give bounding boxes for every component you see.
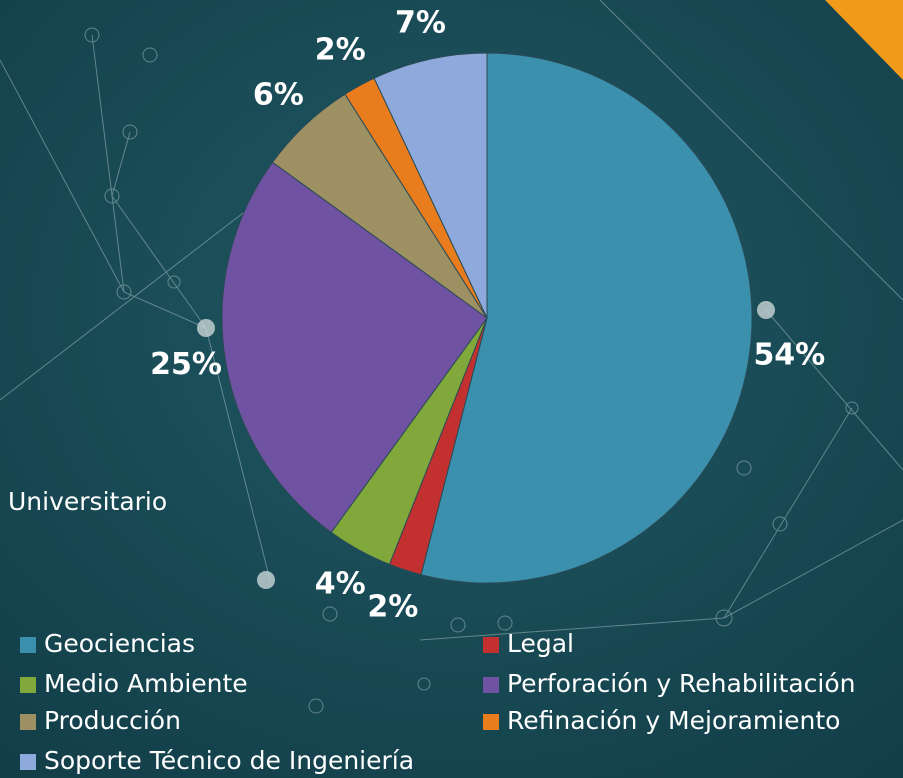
- legend-swatch: [483, 714, 499, 730]
- pie-slice: [221, 161, 488, 534]
- legend-swatch: [20, 714, 36, 730]
- data-label: 2%: [367, 589, 418, 624]
- legend-label: Geociencias: [44, 629, 195, 658]
- pie-slice: [373, 52, 488, 319]
- annotation: Universitario: [8, 487, 167, 516]
- data-label: 2%: [315, 32, 366, 67]
- pie-slice: [420, 52, 753, 584]
- data-label: 6%: [253, 77, 304, 112]
- network-nodes: [197, 301, 775, 589]
- data-label: 7%: [395, 6, 446, 41]
- legend-label: Producción: [44, 706, 181, 735]
- legend-swatch: [483, 677, 499, 693]
- legend-label: Refinación y Mejoramiento: [507, 706, 840, 735]
- corner-triangle: [825, 0, 903, 80]
- data-label: 4%: [315, 567, 366, 602]
- data-label: 25%: [150, 347, 222, 382]
- legend-swatch: [483, 637, 499, 653]
- legend-swatch: [20, 637, 36, 653]
- legend-swatch: [20, 677, 36, 693]
- network-decoration: [0, 0, 903, 714]
- legend-swatch: [20, 754, 36, 770]
- legend-label: Soporte Técnico de Ingeniería: [44, 746, 414, 775]
- data-label: 54%: [753, 338, 825, 373]
- legend-label: Medio Ambiente: [44, 669, 248, 698]
- legend-label: Perforación y Rehabilitación: [507, 669, 856, 698]
- legend-label: Legal: [507, 629, 574, 658]
